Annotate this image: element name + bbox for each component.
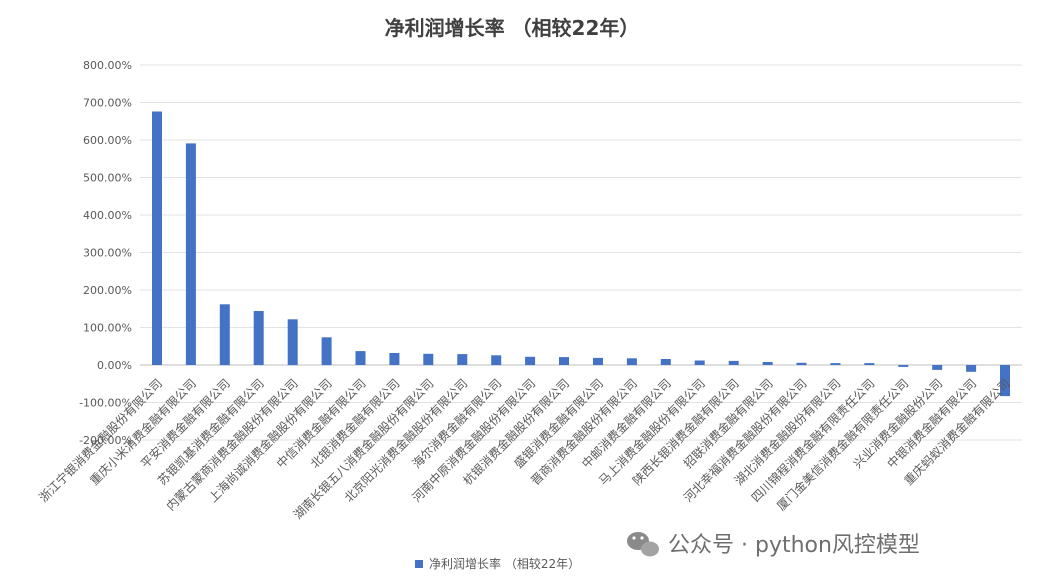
bar	[355, 351, 366, 365]
wechat-icon	[627, 532, 659, 557]
bar	[457, 354, 468, 365]
y-tick-label: 700.00%	[83, 97, 132, 110]
bar	[593, 357, 603, 365]
gridlines	[140, 64, 1022, 441]
y-tick-label: 100.00%	[83, 322, 132, 335]
bar	[219, 304, 230, 366]
y-tick-label: 800.00%	[83, 59, 132, 72]
y-tick-label: 500.00%	[83, 172, 132, 185]
bar	[321, 337, 332, 366]
bar	[728, 360, 739, 365]
y-tick-label: 400.00%	[83, 209, 132, 222]
watermark: 公众号 · python风控模型	[627, 532, 920, 558]
bar	[287, 319, 298, 366]
y-tick-label: -200.00%	[79, 434, 132, 447]
watermark-text: 公众号 · python风控模型	[668, 533, 920, 558]
y-tick-label: 600.00%	[83, 134, 132, 147]
bar	[762, 362, 773, 365]
bar	[423, 353, 434, 366]
bar	[796, 362, 807, 366]
bar	[966, 365, 977, 372]
bar-series	[152, 111, 1010, 397]
bar	[830, 363, 841, 365]
legend: 净利润增长率 （相较22年）	[415, 556, 580, 571]
bar	[660, 359, 671, 365]
bar	[185, 143, 196, 365]
bar	[152, 111, 162, 365]
y-tick-label: 200.00%	[83, 284, 132, 297]
bar	[491, 355, 502, 366]
bar	[694, 360, 705, 365]
bar	[1000, 365, 1010, 397]
legend-swatch	[415, 560, 423, 568]
bar	[559, 357, 569, 365]
x-axis-labels: 浙江宁银消费金融股份有限公司重庆小米消费金融有限公司平安消费金融有限公司苏银凯基…	[36, 376, 1013, 522]
y-tick-label: 300.00%	[83, 247, 132, 260]
bar	[898, 365, 909, 367]
y-tick-label: 0.00%	[97, 359, 132, 372]
bar	[932, 365, 943, 370]
bar	[253, 311, 264, 365]
y-axis-ticks: 800.00% 700.00% 600.00% 500.00% 400.00% 300.0…	[79, 59, 132, 447]
bar	[525, 356, 536, 366]
bar	[864, 363, 875, 365]
chart-title: 净利润增长率 （相较22年）	[385, 16, 640, 40]
bar	[626, 358, 637, 366]
legend-label: 净利润增长率 （相较22年）	[429, 556, 580, 571]
bar	[389, 353, 400, 365]
y-tick-label: -100.00%	[79, 397, 132, 410]
